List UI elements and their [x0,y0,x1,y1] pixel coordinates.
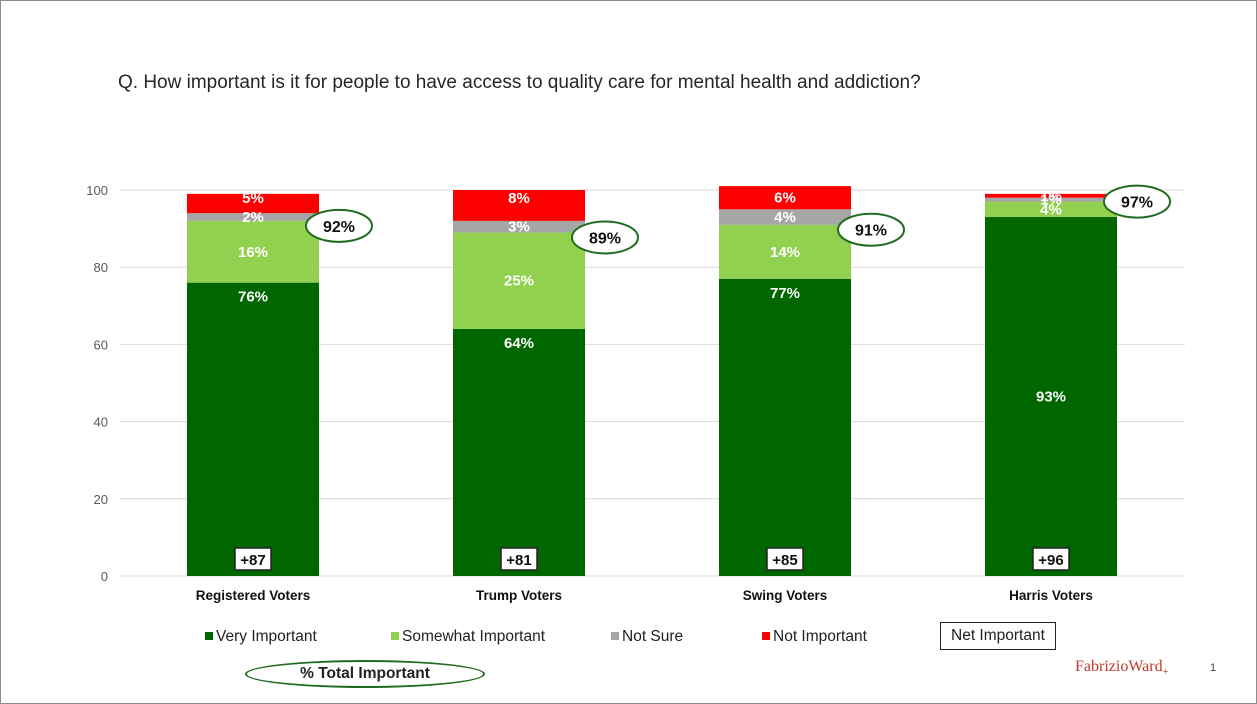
segment-label: 2% [242,209,264,226]
segment-label: 93% [1036,389,1066,406]
y-axis-labels: 0 20 40 60 80 100 [86,183,108,584]
legend-item-somewhat-important: Somewhat Important [391,628,545,646]
net-important-box [234,547,272,571]
legend-item-not-important: Not Important [762,628,867,646]
total-important-legend: % Total Important [245,660,485,688]
legend-item-not-sure: Not Sure [611,628,683,646]
chart-title: Q. How important is it for people to hav… [118,72,921,93]
segment-label: 25% [504,273,534,290]
bar-segment [187,193,319,214]
brand-logo: FabrizioWard+ [1075,658,1169,678]
segment-label: 16% [238,244,268,261]
segment-label: 77% [770,285,800,302]
legend-label: Very Important [216,628,317,645]
segment-label: 14% [770,244,800,261]
net-important-boxes: +87 +81 +85 +96 [234,547,1070,571]
net-important-value: +85 [772,552,797,569]
segment-label: 6% [774,190,796,207]
legend-swatch [611,632,619,640]
bar-segment [719,186,851,210]
y-tick-label: 0 [101,569,108,584]
y-tick-label: 80 [94,260,108,275]
bar-segment [719,224,851,279]
bar-segment [187,282,319,576]
x-category-label: Registered Voters [196,588,311,603]
total-important-ovals: 92% 89% 91% 97% [305,184,1171,255]
segment-label: 4% [774,209,796,226]
net-important-box [1032,547,1070,571]
bars [187,186,1117,576]
total-important-oval [571,220,639,255]
y-tick-label: 20 [94,492,108,507]
stacked-bar-chart: 0 20 40 60 80 100 76% 16% 2% 5% 64% 25% 3% 8% 77% 14% 4… [86,183,1185,603]
total-important-oval [837,212,905,247]
y-tick-label: 40 [94,415,108,430]
net-important-box [766,547,804,571]
legend-swatch [391,632,399,640]
total-important-value: 97% [1121,195,1153,212]
segment-label: 5% [242,190,264,207]
bar-segment [719,278,851,576]
bar-segment [985,217,1117,576]
legend-item-very-important: Very Important [205,628,317,646]
x-category-label: Swing Voters [743,588,828,603]
legend-swatch [762,632,770,640]
segment-label: 76% [238,289,268,306]
bar-segment [453,232,585,329]
x-category-label: Harris Voters [1009,588,1093,603]
legend-label: Not Important [773,628,867,645]
bar-segment [719,209,851,225]
legend-label: Somewhat Important [402,628,546,645]
legend-net-important: Net Important [940,622,1056,650]
bar-segment [985,197,1117,202]
legend-label: Not Sure [622,628,684,645]
segment-label: 4% [1040,201,1062,218]
x-axis-labels: Registered Voters Trump Voters Swing Voter… [196,588,1093,603]
bar-segment [453,190,585,221]
page-number: 1 [1210,662,1217,674]
total-important-oval [305,208,373,243]
brand-mark: + [1162,666,1169,679]
bar-segment [985,193,1117,198]
segment-label: 1% [1040,188,1062,205]
bar-segment [453,328,585,576]
bar-segment [985,201,1117,218]
bar-segment [453,220,585,233]
bar-segment [187,213,319,221]
y-tick-label: 60 [94,337,108,352]
segment-label: 3% [508,219,530,236]
y-tick-label: 100 [86,183,108,198]
brand-name: FabrizioWard [1075,658,1163,675]
x-category-label: Trump Voters [476,588,562,603]
net-important-value: +87 [240,552,265,569]
net-important-value: +81 [506,552,531,569]
bar-segment [187,220,319,283]
total-important-value: 89% [589,230,621,247]
total-important-value: 91% [855,223,887,240]
segment-label: 8% [508,190,530,207]
total-important-oval [1103,184,1171,219]
segment-label: 1% [1040,192,1062,209]
net-important-box [500,547,538,571]
segment-label: 64% [504,335,534,352]
total-important-value: 92% [323,219,355,236]
net-important-value: +96 [1038,552,1063,569]
legend-swatch [205,632,213,640]
segment-labels: 76%16%2%5%64%25%3%8%77%14%4%6%93%4%1%1% [238,188,1066,406]
